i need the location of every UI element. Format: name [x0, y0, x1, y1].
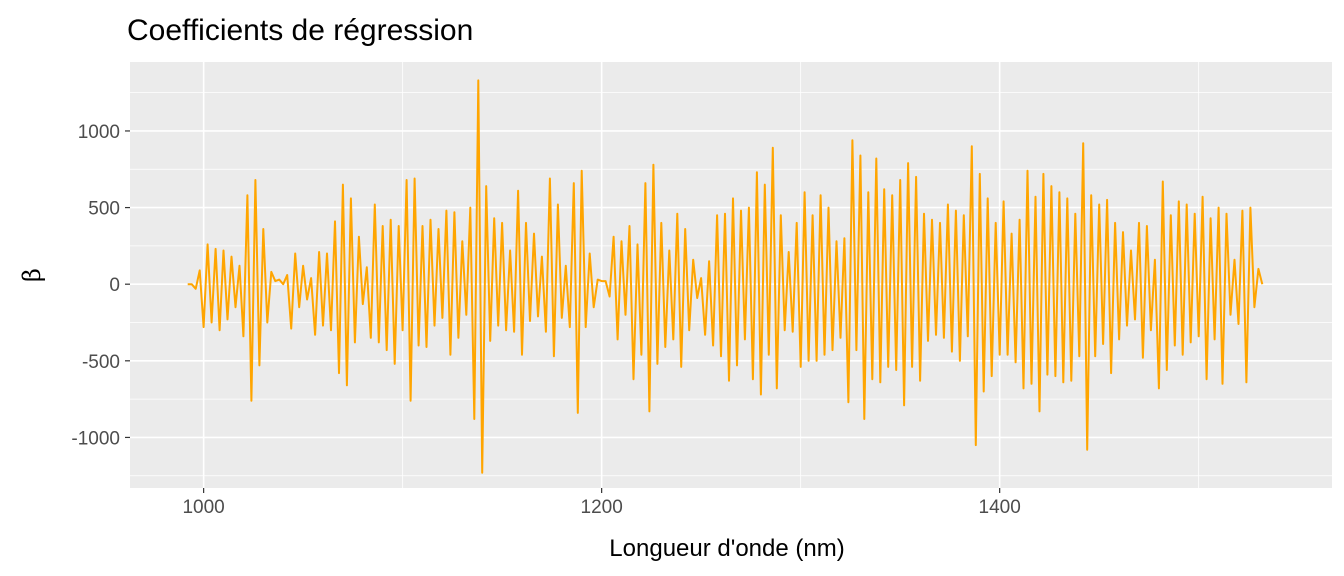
y-axis: 1000 500 0 -500 -1000 [71, 122, 130, 449]
x-tick-label: 1400 [979, 497, 1021, 518]
coefficient-line [187, 79, 1264, 474]
y-tick-label: -1000 [71, 428, 120, 449]
y-axis-title: β [18, 268, 46, 282]
chart-title: Coefficients de régression [127, 14, 473, 47]
x-axis-title: Longueur d'onde (nm) [609, 535, 844, 562]
y-tick-label: 1000 [78, 122, 120, 143]
x-tick-label: 1000 [182, 497, 224, 518]
x-tick-label: 1200 [581, 497, 623, 518]
y-tick-label: 0 [109, 275, 120, 296]
y-tick-label: -500 [82, 352, 120, 373]
x-axis: 1000 1200 1400 [182, 488, 1021, 518]
y-tick-label: 500 [88, 199, 120, 220]
